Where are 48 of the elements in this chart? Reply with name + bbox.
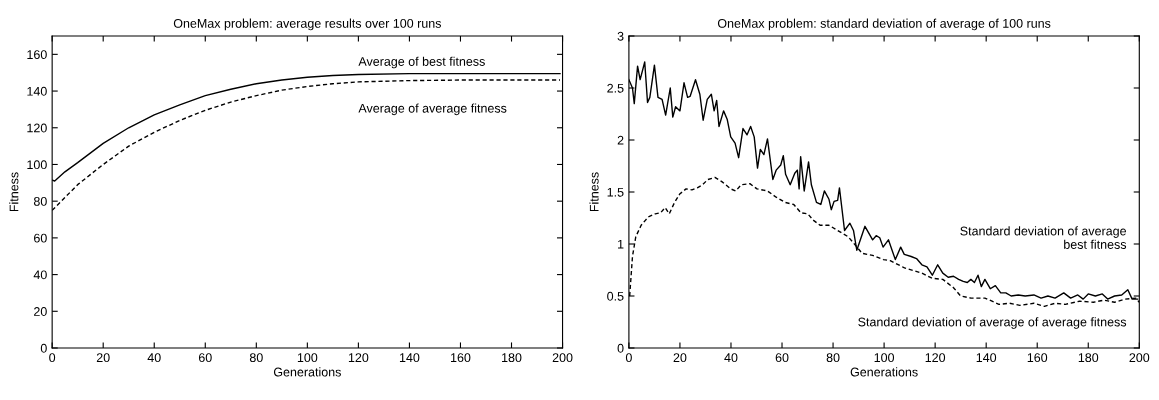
y-tick-label: 2.5 bbox=[607, 83, 624, 93]
y-axis-title: Fitness bbox=[9, 172, 19, 212]
y-axis-title: Fitness bbox=[589, 172, 599, 212]
x-tick-label: 100 bbox=[874, 353, 895, 363]
y-tick-label: 1 bbox=[618, 239, 624, 249]
series-label: Average of best fitness bbox=[358, 56, 485, 69]
y-tick-label: 60 bbox=[34, 233, 47, 243]
legend-label: Standard deviation of average best fitness bbox=[960, 226, 1127, 249]
x-tick-label: 20 bbox=[673, 353, 687, 363]
x-tick-label: 100 bbox=[297, 353, 318, 363]
x-tick-label: 160 bbox=[451, 353, 471, 363]
y-tick-label: 80 bbox=[33, 196, 47, 206]
x-tick-label: 20 bbox=[96, 353, 110, 363]
y-tick-label: 100 bbox=[27, 160, 47, 170]
x-tick-label: 60 bbox=[198, 353, 212, 363]
x-tick-label: 40 bbox=[147, 353, 161, 363]
x-tick-label: 80 bbox=[249, 353, 263, 363]
y-tick-label: 0 bbox=[40, 343, 47, 353]
y-tick-label: 1.5 bbox=[607, 187, 624, 197]
x-tick-label: 200 bbox=[552, 353, 573, 363]
x-axis-title: Generations bbox=[850, 367, 918, 377]
y-tick-label: 120 bbox=[27, 123, 47, 133]
x-tick-label: 160 bbox=[1027, 353, 1048, 363]
x-tick-label: 120 bbox=[925, 353, 946, 363]
y-tick-label: 3 bbox=[617, 31, 624, 41]
chart-title: OneMax problem: average results over 100 runs bbox=[173, 18, 442, 31]
x-tick-label: 140 bbox=[976, 353, 997, 363]
x-tick-label: 180 bbox=[1078, 353, 1099, 363]
y-tick-label: 140 bbox=[27, 86, 47, 96]
y-tick-label: 2 bbox=[617, 135, 624, 145]
series-label: Average of average fitness bbox=[358, 103, 507, 116]
y-tick-label: 0 bbox=[617, 343, 624, 353]
x-tick-label: 0 bbox=[49, 353, 56, 363]
x-tick-label: 40 bbox=[724, 353, 738, 363]
x-tick-label: 80 bbox=[826, 353, 840, 363]
x-axis-title: Generations bbox=[273, 367, 341, 377]
x-tick-label: 120 bbox=[348, 353, 369, 363]
chart-title: OneMax problem: standard deviation of average of 100 runs bbox=[717, 18, 1051, 31]
x-tick-label: 140 bbox=[399, 353, 420, 363]
y-tick-label: 0.5 bbox=[607, 291, 624, 301]
x-tick-label: 60 bbox=[775, 353, 789, 363]
y-tick-label: 20 bbox=[34, 307, 47, 316]
y-tick-label: 40 bbox=[33, 270, 47, 280]
series-label: Standard deviation of average of average fitness bbox=[858, 317, 1127, 329]
x-tick-label: 180 bbox=[502, 353, 522, 363]
x-tick-label: 0 bbox=[625, 353, 632, 363]
y-tick-label: 160 bbox=[27, 50, 47, 60]
x-tick-label: 200 bbox=[1129, 353, 1150, 363]
